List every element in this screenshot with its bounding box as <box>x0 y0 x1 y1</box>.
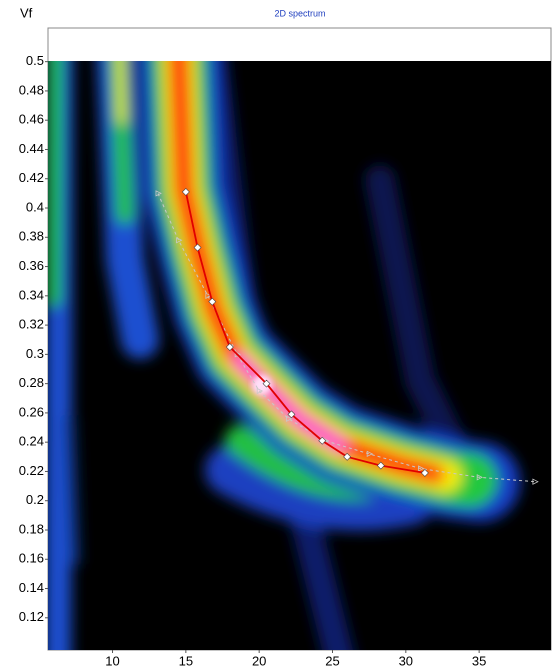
point-marker <box>205 292 212 299</box>
y-tick-label: 0.36 <box>19 258 44 273</box>
x-tick-label: 20 <box>252 653 266 668</box>
y-tick-label: 0.5 <box>26 53 44 68</box>
y-tick-label: 0.48 <box>19 82 44 97</box>
point-marker <box>155 190 162 197</box>
y-tick-label: 0.18 <box>19 521 44 536</box>
y-tick-label: 0.3 <box>26 346 44 361</box>
x-tick-label: 30 <box>399 653 413 668</box>
point-marker <box>366 450 374 458</box>
x-tick-label: 10 <box>105 653 119 668</box>
y-tick-label: 0.46 <box>19 112 44 127</box>
chart-title: 2D spectrum <box>274 8 325 18</box>
point-marker <box>181 187 190 196</box>
y-axis-label: Vf <box>20 5 33 20</box>
y-tick-label: 0.42 <box>19 170 44 185</box>
y-tick-label: 0.32 <box>19 317 44 332</box>
x-tick-label: 35 <box>472 653 486 668</box>
point-marker <box>286 415 293 422</box>
series-line <box>184 191 426 474</box>
y-tick-label: 0.38 <box>19 229 44 244</box>
y-tick-label: 0.4 <box>26 199 44 214</box>
point-marker <box>343 452 352 461</box>
y-tick-label: 0.14 <box>19 580 44 595</box>
point-marker <box>532 478 539 485</box>
y-tick-label: 0.44 <box>19 141 44 156</box>
point-marker <box>287 410 296 419</box>
y-tick-label: 0.28 <box>19 375 44 390</box>
point-marker <box>256 387 264 395</box>
y-tick-label: 0.16 <box>19 551 44 566</box>
point-marker <box>225 343 234 351</box>
point-marker <box>208 297 217 306</box>
point-marker <box>420 468 429 477</box>
y-tick-label: 0.12 <box>19 609 44 624</box>
x-tick-label: 15 <box>179 653 193 668</box>
point-marker <box>193 243 202 252</box>
point-marker <box>376 461 385 470</box>
y-tick-label: 0.34 <box>19 287 44 302</box>
point-marker <box>476 474 484 481</box>
point-marker <box>262 379 271 388</box>
x-tick-label: 25 <box>325 653 339 668</box>
y-tick-label: 0.24 <box>19 434 44 449</box>
y-tick-label: 0.26 <box>19 404 44 419</box>
y-tick-label: 0.22 <box>19 463 44 478</box>
point-marker <box>318 436 327 445</box>
y-tick-label: 0.2 <box>26 492 44 507</box>
point-marker <box>418 465 425 472</box>
point-marker <box>176 237 183 244</box>
heatmap <box>48 61 551 650</box>
